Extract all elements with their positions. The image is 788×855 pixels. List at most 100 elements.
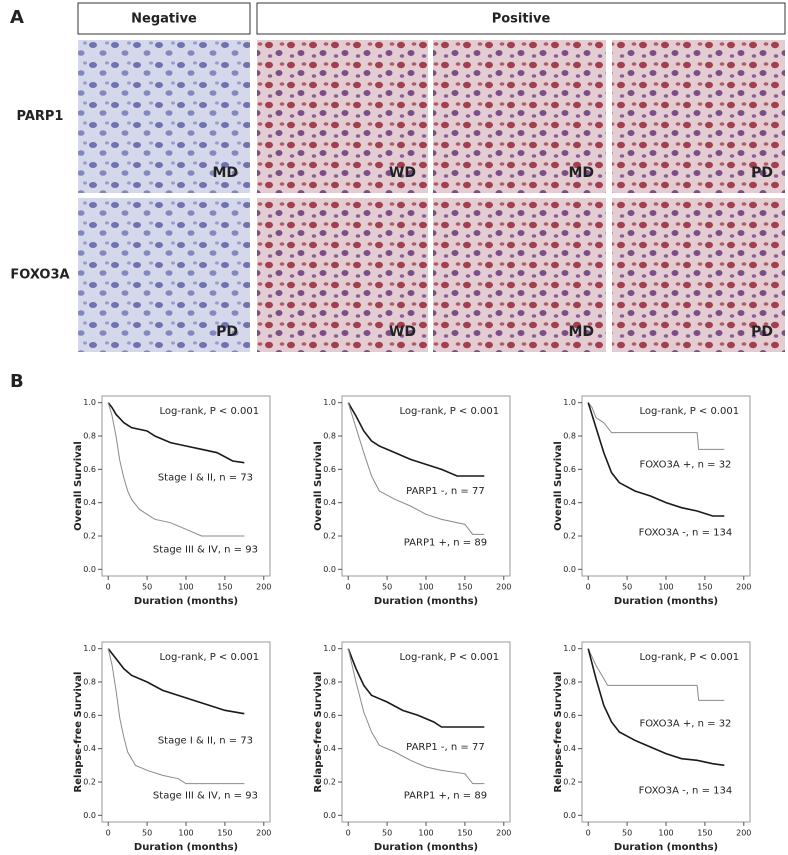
y-tick-label: 0.6 bbox=[83, 711, 96, 720]
y-tick-label: 0.2 bbox=[83, 778, 96, 787]
x-tick-label: 200 bbox=[496, 583, 511, 592]
y-tick-label: 0.6 bbox=[323, 711, 336, 720]
x-tick-label: 50 bbox=[382, 583, 392, 592]
x-tick-label: 0 bbox=[586, 829, 591, 838]
survival-curve bbox=[587, 648, 725, 701]
y-tick-label: 0.0 bbox=[323, 811, 336, 820]
histology-image bbox=[78, 198, 250, 352]
x-tick-label: 100 bbox=[418, 829, 433, 838]
histology-image bbox=[433, 198, 606, 352]
y-tick-label: 0.8 bbox=[83, 678, 96, 687]
survival-curve bbox=[347, 402, 485, 535]
survival-curve bbox=[107, 402, 245, 537]
y-tick-label: 0.4 bbox=[563, 498, 576, 507]
survival-curve bbox=[107, 648, 245, 785]
grade-label: MD bbox=[568, 165, 594, 181]
series-label: FOXO3A +, n = 32 bbox=[639, 719, 731, 730]
survival-curve bbox=[107, 402, 245, 464]
histology-image bbox=[433, 40, 606, 193]
x-tick-label: 150 bbox=[217, 829, 232, 838]
x-tick-label: 0 bbox=[106, 829, 111, 838]
x-tick-label: 150 bbox=[457, 829, 472, 838]
series-label: Stage I & II, n = 73 bbox=[158, 735, 253, 746]
y-tick-label: 0.0 bbox=[563, 811, 576, 820]
y-tick-label: 0.8 bbox=[563, 432, 576, 441]
y-axis-label: Relapse-free Survival bbox=[553, 672, 564, 793]
y-tick-label: 0.8 bbox=[323, 432, 336, 441]
x-axis-label: Duration (months) bbox=[134, 842, 238, 853]
x-tick-label: 200 bbox=[256, 583, 271, 592]
y-tick-label: 1.0 bbox=[83, 644, 96, 653]
series-label: FOXO3A -, n = 134 bbox=[639, 785, 733, 796]
series-label: PARP1 -, n = 77 bbox=[406, 486, 485, 497]
panel-label: B bbox=[10, 371, 24, 392]
x-tick-label: 200 bbox=[736, 829, 751, 838]
x-tick-label: 0 bbox=[346, 829, 351, 838]
y-tick-label: 0.4 bbox=[563, 744, 576, 753]
grade-label: WD bbox=[389, 165, 416, 181]
grade-label: PD bbox=[751, 165, 773, 181]
histology-image bbox=[257, 40, 428, 193]
annotation: Log-rank, P < 0.001 bbox=[160, 652, 260, 663]
y-tick-label: 0.6 bbox=[563, 711, 576, 720]
x-tick-label: 100 bbox=[658, 583, 673, 592]
series-label: Stage III & IV, n = 93 bbox=[153, 544, 258, 555]
survival-curve bbox=[347, 648, 485, 728]
grade-label: PD bbox=[751, 324, 773, 340]
x-axis-label: Duration (months) bbox=[374, 842, 478, 853]
annotation: Log-rank, P < 0.001 bbox=[640, 406, 740, 417]
panel-label: A bbox=[10, 7, 24, 28]
y-tick-label: 0.8 bbox=[563, 678, 576, 687]
x-axis-label: Duration (months) bbox=[134, 596, 238, 607]
series-label: FOXO3A +, n = 32 bbox=[639, 459, 731, 470]
x-tick-label: 0 bbox=[106, 583, 111, 592]
x-tick-label: 100 bbox=[178, 829, 193, 838]
y-tick-label: 0.2 bbox=[563, 778, 576, 787]
x-tick-label: 50 bbox=[382, 829, 392, 838]
header: Positive bbox=[492, 12, 551, 27]
survival-curve bbox=[587, 648, 725, 767]
survival-curve bbox=[347, 648, 485, 785]
x-tick-label: 100 bbox=[418, 583, 433, 592]
y-tick-label: 0.0 bbox=[323, 565, 336, 574]
grade-label: MD bbox=[212, 165, 238, 181]
x-axis-label: Duration (months) bbox=[614, 842, 718, 853]
annotation: Log-rank, P < 0.001 bbox=[160, 406, 260, 417]
x-tick-label: 150 bbox=[697, 829, 712, 838]
header-box bbox=[77, 2, 251, 35]
y-tick-label: 0.0 bbox=[563, 565, 576, 574]
x-tick-label: 50 bbox=[142, 829, 152, 838]
series-label: Stage III & IV, n = 93 bbox=[153, 790, 258, 801]
y-tick-label: 1.0 bbox=[563, 644, 576, 653]
x-tick-label: 0 bbox=[586, 583, 591, 592]
y-tick-label: 0.4 bbox=[83, 498, 96, 507]
grade-label: PD bbox=[216, 324, 238, 340]
x-tick-label: 50 bbox=[622, 583, 632, 592]
grade-label: WD bbox=[389, 324, 416, 340]
y-tick-label: 0.8 bbox=[83, 432, 96, 441]
histology-image bbox=[612, 198, 785, 352]
x-axis-label: Duration (months) bbox=[374, 596, 478, 607]
y-axis-label: Overall Survival bbox=[553, 441, 564, 531]
x-tick-label: 100 bbox=[658, 829, 673, 838]
x-tick-label: 200 bbox=[256, 829, 271, 838]
y-tick-label: 1.0 bbox=[83, 398, 96, 407]
x-tick-label: 150 bbox=[697, 583, 712, 592]
annotation: Log-rank, P < 0.001 bbox=[640, 652, 740, 663]
y-tick-label: 0.4 bbox=[323, 498, 336, 507]
series-label: PARP1 -, n = 77 bbox=[406, 742, 485, 753]
y-axis-label: Relapse-free Survival bbox=[313, 672, 324, 793]
x-tick-label: 100 bbox=[178, 583, 193, 592]
y-tick-label: 0.4 bbox=[83, 744, 96, 753]
y-tick-label: 1.0 bbox=[563, 398, 576, 407]
y-tick-label: 0.6 bbox=[323, 465, 336, 474]
x-tick-label: 200 bbox=[496, 829, 511, 838]
y-tick-label: 0.8 bbox=[323, 678, 336, 687]
x-tick-label: 200 bbox=[736, 583, 751, 592]
histology-image bbox=[612, 40, 785, 193]
plot-frame bbox=[581, 395, 751, 577]
survival-curve bbox=[587, 402, 725, 517]
y-tick-label: 0.6 bbox=[83, 465, 96, 474]
y-axis-label: Relapse-free Survival bbox=[73, 672, 84, 793]
